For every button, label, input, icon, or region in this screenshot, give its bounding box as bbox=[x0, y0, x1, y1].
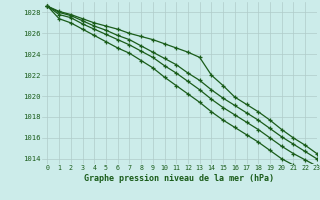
X-axis label: Graphe pression niveau de la mer (hPa): Graphe pression niveau de la mer (hPa) bbox=[84, 174, 274, 183]
